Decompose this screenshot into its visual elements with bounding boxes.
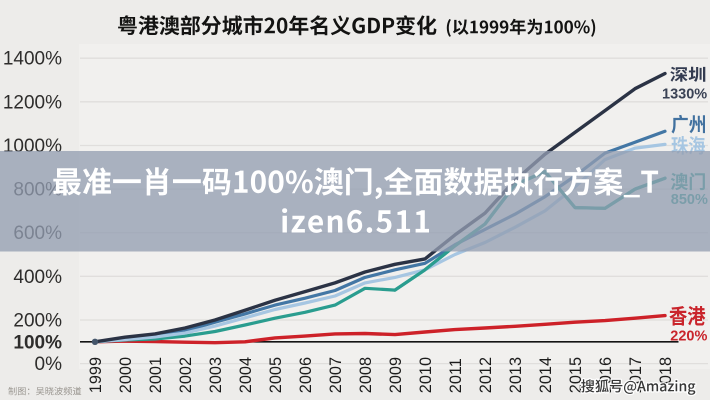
svg-text:2012: 2012 bbox=[477, 357, 495, 393]
svg-text:2006: 2006 bbox=[297, 357, 315, 393]
svg-text:2005: 2005 bbox=[267, 357, 285, 393]
svg-text:200%: 200% bbox=[13, 310, 62, 331]
svg-text:2009: 2009 bbox=[387, 357, 405, 393]
svg-text:220%: 220% bbox=[670, 328, 707, 344]
svg-text:2014: 2014 bbox=[537, 357, 555, 393]
svg-text:2007: 2007 bbox=[327, 357, 345, 393]
svg-text:1400%: 1400% bbox=[3, 49, 62, 70]
svg-text:1330%: 1330% bbox=[662, 87, 707, 103]
svg-text:2001: 2001 bbox=[147, 357, 165, 393]
svg-text:0%: 0% bbox=[35, 354, 63, 375]
svg-text:2000: 2000 bbox=[117, 357, 135, 393]
svg-text:2010: 2010 bbox=[417, 357, 435, 393]
svg-text:2002: 2002 bbox=[177, 357, 195, 393]
svg-text:2004: 2004 bbox=[237, 357, 255, 393]
svg-text:1200%: 1200% bbox=[3, 92, 62, 113]
svg-text:400%: 400% bbox=[13, 267, 62, 288]
svg-text:2011: 2011 bbox=[447, 358, 465, 393]
svg-text:100%: 100% bbox=[13, 332, 62, 353]
svg-text:2008: 2008 bbox=[357, 357, 375, 393]
svg-text:2013: 2013 bbox=[507, 357, 525, 393]
svg-text:1999: 1999 bbox=[87, 357, 105, 393]
svg-text:2003: 2003 bbox=[207, 357, 225, 393]
